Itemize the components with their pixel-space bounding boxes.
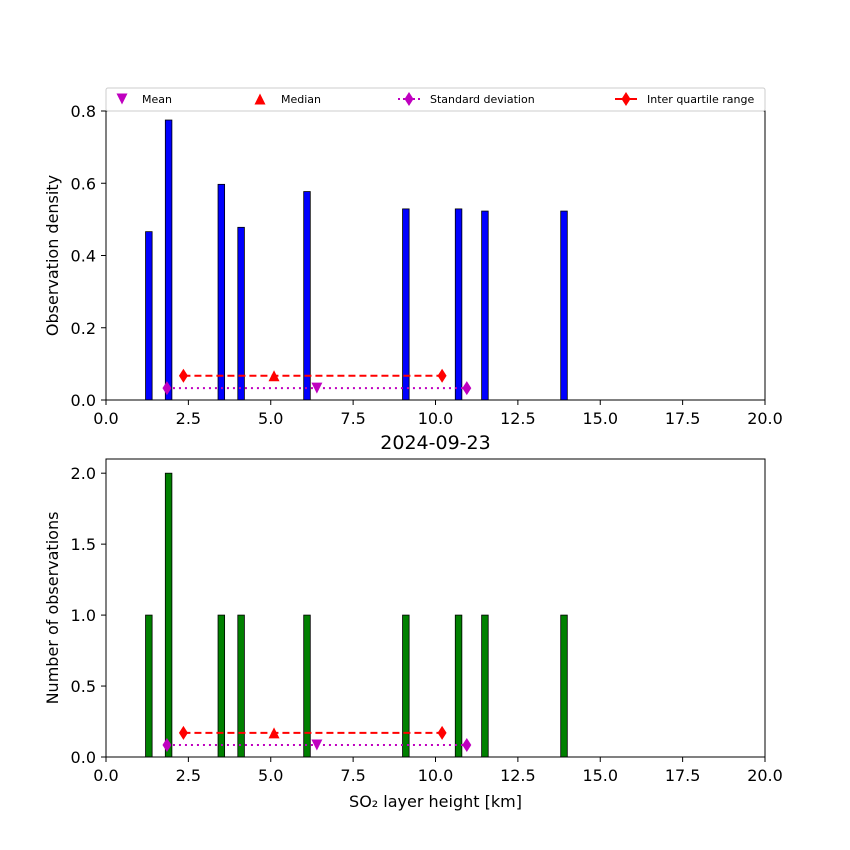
c1-bar-8 [560,614,568,758]
c0-bar-1 [164,119,173,401]
c1-ytick-label-2: 1.0 [71,606,96,625]
c1-frame [105,458,766,758]
c0-median-marker [268,370,280,382]
c1-ytick-label-3: 1.5 [71,535,96,554]
legend-box [105,87,766,112]
c1-std-marker-0 [162,737,172,752]
legend-iqr-marker [621,92,631,106]
c1-xtick-label-4: 10.0 [418,766,454,785]
c0-xtick-label-4: 10.0 [418,409,454,428]
c1-xtick-label-5: 12.5 [500,766,536,785]
c0-bar-4 [303,191,311,401]
legend-median-marker [254,93,266,105]
c1-ylabel: Number of observations [43,512,62,705]
c1-xtick-label-0: 0.0 [93,766,118,785]
c1-ytick-label-1: 0.5 [71,677,96,696]
legend: Mean Median Standard deviation Inter quarti… [105,87,766,112]
c0-ytick-label-3: 0.6 [71,174,96,193]
c0-xtick-label-0: 0.0 [93,409,118,428]
c0-ytick-label-1: 0.2 [71,319,96,338]
c0-std-marker-0 [162,381,172,396]
c0-std-marker-1 [462,381,472,396]
c1-bar-7 [481,614,489,758]
c0-ytick-label-2: 0.4 [71,247,96,266]
c0-frame [105,110,766,401]
legend-std-marker [404,92,414,106]
c0-bar-8 [560,210,568,401]
c0-ylabel: Observation density [43,175,62,336]
c1-xtick-label-3: 7.5 [340,766,365,785]
c0-xtick-label-8: 20.0 [747,409,783,428]
c1-bar-5 [402,614,410,758]
c0-ytick-label-0: 0.0 [71,391,96,410]
c1-iqr-marker-0 [178,725,188,740]
c1-title: 2024-09-23 [380,432,490,454]
density-chart: 0.0 2.5 5.0 7.5 10.0 12.5 15.0 17.5 20.0 0.0 0.2 0.… [43,102,783,428]
c1-bar-0 [145,614,153,758]
c0-bar-5 [402,208,410,401]
legend-mean-label: Mean [142,93,172,106]
c1-bar-2 [217,614,226,758]
c1-ytick-label-4: 2.0 [71,464,96,483]
c0-iqr-marker-1 [437,368,447,383]
c0-mean-marker [311,382,323,394]
c0-xtick-label-2: 5.0 [258,409,283,428]
c1-xtick-label-1: 2.5 [176,766,201,785]
c1-xtick-label-2: 5.0 [258,766,283,785]
c1-median-marker [268,727,280,739]
c1-xtick-label-7: 17.5 [665,766,701,785]
c1-ytick-label-0: 0.0 [71,748,96,767]
c1-iqr-marker-1 [437,725,447,740]
c1-bar-4 [303,614,311,758]
c0-xtick-label-7: 17.5 [665,409,701,428]
c1-xlabel: SO₂ layer height [km] [349,792,522,811]
legend-std-label: Standard deviation [430,93,535,106]
c0-xtick-label-1: 2.5 [176,409,201,428]
count-chart: 0.0 2.5 5.0 7.5 10.0 12.5 15.0 17.5 20.0 0.0 0.5 1.… [43,432,783,811]
c1-std-marker-1 [462,737,472,752]
c0-bar-3 [237,226,245,401]
c1-bar-1 [164,472,173,758]
c0-bar-0 [145,231,153,401]
c1-bar-3 [237,614,245,758]
legend-mean-marker [116,93,128,105]
c0-xtick-label-6: 15.0 [582,409,618,428]
c0-xtick-label-5: 12.5 [500,409,536,428]
legend-median-label: Median [281,93,321,106]
c1-xtick-label-8: 20.0 [747,766,783,785]
c1-mean-marker [311,739,323,751]
c0-bar-2 [217,183,226,401]
c0-ytick-label-4: 0.8 [71,102,96,121]
legend-iqr-label: Inter quartile range [647,93,754,106]
c1-bar-6 [454,614,463,758]
c1-xtick-label-6: 15.0 [582,766,618,785]
c0-xtick-label-3: 7.5 [340,409,365,428]
c0-bar-6 [454,208,463,401]
c0-iqr-marker-0 [178,368,188,383]
c0-bar-7 [481,210,489,401]
